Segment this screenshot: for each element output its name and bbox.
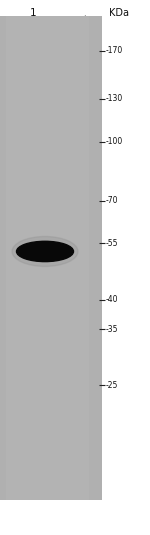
Text: -40: -40 bbox=[106, 295, 118, 304]
Text: -70: -70 bbox=[106, 196, 118, 205]
Bar bbox=[6, 16, 88, 500]
Ellipse shape bbox=[12, 236, 78, 266]
Text: 1: 1 bbox=[30, 9, 36, 18]
Text: -25: -25 bbox=[106, 381, 118, 389]
Text: -35: -35 bbox=[106, 325, 118, 333]
Text: .: . bbox=[83, 9, 85, 18]
Text: -170: -170 bbox=[106, 47, 123, 55]
Text: KDa: KDa bbox=[110, 9, 129, 18]
Text: -55: -55 bbox=[106, 239, 118, 248]
Ellipse shape bbox=[16, 241, 74, 262]
Bar bbox=[0, 16, 102, 500]
Text: -100: -100 bbox=[106, 137, 123, 146]
Text: -130: -130 bbox=[106, 95, 123, 103]
